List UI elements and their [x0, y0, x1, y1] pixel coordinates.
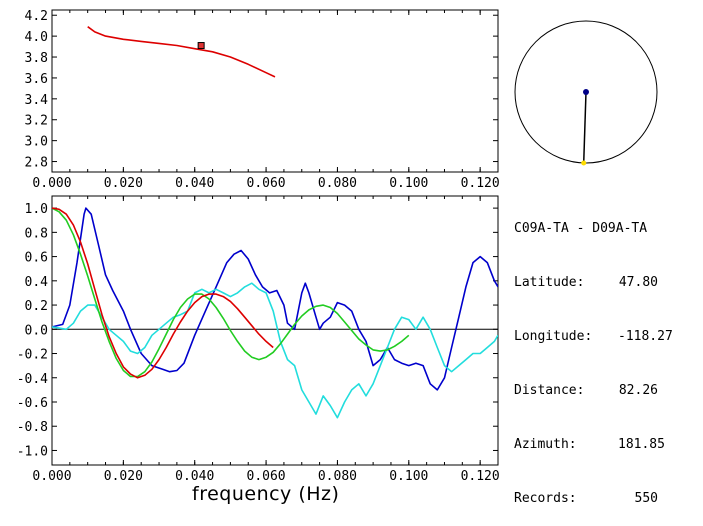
series-line-0: [52, 207, 498, 391]
y-tick-label: 0.0: [25, 323, 48, 338]
azimuth-label: Azimuth:: [514, 437, 577, 452]
y-tick-label: 3.2: [25, 114, 48, 129]
azimuth-value: 181.85: [618, 437, 665, 452]
plot-frame: [51, 195, 499, 466]
target-dot: [581, 160, 587, 166]
x-tick-label: 0.100: [389, 176, 428, 191]
y-tick-label: 3.4: [25, 93, 49, 108]
latitude-value: 47.80: [618, 275, 658, 290]
x-tick-label: 0.040: [175, 469, 214, 484]
y-tick-label: 3.8: [25, 51, 48, 66]
y-tick-label: 0.6: [25, 251, 48, 266]
x-tick-label: 0.060: [247, 469, 286, 484]
y-tick-label: 0.2: [25, 299, 48, 314]
y-tick-label: 3.0: [25, 135, 48, 150]
x-tick-label: 0.100: [389, 469, 428, 484]
y-tick-label: 4.2: [25, 9, 48, 24]
dispersion-chart: 0.000 0.020 0.040 0.060 0.080 0.100 0.120 2.8 3.…: [25, 9, 500, 191]
station-info-panel: C09A-TA - D09A-TA Latitude: 47.80 Longitu…: [514, 184, 673, 526]
latitude-label: Latitude:: [514, 275, 585, 290]
series-line-1: [52, 282, 498, 419]
y-tick-label: 3.6: [25, 72, 48, 87]
longitude-label: Longitude:: [514, 329, 593, 344]
x-tick-label: 0.120: [461, 176, 500, 191]
azimuth-compass: [514, 20, 658, 166]
x-tick-label: 0.040: [175, 176, 214, 191]
x-tick-label: 0.000: [32, 176, 71, 191]
y-tick-label: 0.8: [25, 226, 48, 241]
longitude-row: Longitude: -118.27: [514, 328, 673, 346]
records-label: Records:: [514, 491, 577, 506]
x-tick-label: 0.080: [318, 176, 357, 191]
plot-frame: [51, 9, 499, 173]
series-line-2: [52, 207, 410, 378]
y-tick-label: 4.0: [25, 30, 48, 45]
longitude-value: -118.27: [618, 329, 673, 344]
azimuth-row: Azimuth: 181.85: [514, 436, 665, 454]
y-tick-label: 0.4: [25, 275, 49, 290]
records-row: Records: 550: [514, 490, 658, 508]
x-tick-label: 0.020: [104, 469, 143, 484]
y-tick-label: -0.2: [17, 348, 48, 363]
x-tick-label: 0.120: [461, 469, 500, 484]
y-tick-label: -1.0: [17, 444, 48, 459]
y-tick-label: -0.4: [17, 372, 48, 387]
azimuth-needle: [582, 91, 587, 163]
x-axis-title: frequency (Hz): [192, 483, 340, 505]
y-tick-label: -0.6: [17, 396, 48, 411]
correlation-chart: 0.000 0.020 0.040 0.060 0.080 0.100 0.120 1.0 0.…: [17, 195, 500, 484]
distance-row: Distance: 82.26: [514, 382, 658, 400]
x-tick-label: 0.020: [104, 176, 143, 191]
station-pair-label: C09A-TA - D09A-TA: [514, 221, 648, 236]
y-tick-label: 1.0: [25, 202, 48, 217]
x-tick-label: 0.080: [318, 469, 357, 484]
y-tick-label: -0.8: [17, 420, 48, 435]
y-tick-label: 2.8: [25, 156, 48, 171]
data-marker: [197, 42, 205, 50]
x-tick-label: 0.060: [247, 176, 286, 191]
station-dot: [583, 89, 589, 95]
series-line-0: [87, 26, 276, 78]
records-value: 550: [634, 491, 658, 506]
x-tick-label: 0.000: [32, 469, 71, 484]
distance-value: 82.26: [618, 383, 658, 398]
series-line-3: [52, 207, 274, 379]
distance-label: Distance:: [514, 383, 585, 398]
latitude-row: Latitude: 47.80: [514, 274, 658, 292]
